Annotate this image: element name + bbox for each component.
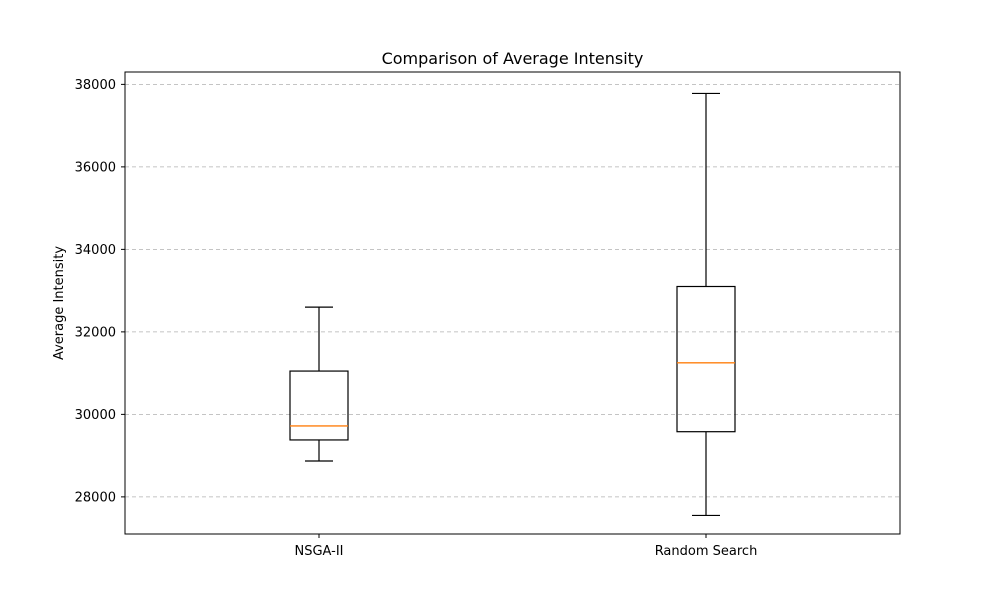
y-tick-label: 32000 (75, 325, 116, 340)
iqr-box (289, 370, 349, 441)
y-tick-label: 30000 (75, 408, 116, 423)
y-tick-label: 36000 (75, 160, 116, 175)
y-gridlines (125, 83, 900, 498)
iqr-box (676, 285, 736, 433)
x-tick-label: NSGA-II (294, 544, 343, 559)
y-axis: 28000 30000 32000 34000 36000 38000 (75, 78, 125, 505)
chart-title: Comparison of Average Intensity (382, 49, 644, 68)
y-tick-label: 28000 (75, 490, 116, 505)
y-axis-label: Average Intensity (52, 246, 67, 360)
box-series (289, 92, 736, 517)
x-axis: NSGA-II Random Search (294, 534, 757, 559)
x-tick-label: Random Search (655, 544, 758, 559)
box-2 (676, 92, 736, 517)
plot-frame (124, 71, 901, 535)
y-tick-label: 34000 (75, 243, 116, 258)
box-1 (289, 306, 349, 462)
y-tick-label: 38000 (75, 78, 116, 93)
